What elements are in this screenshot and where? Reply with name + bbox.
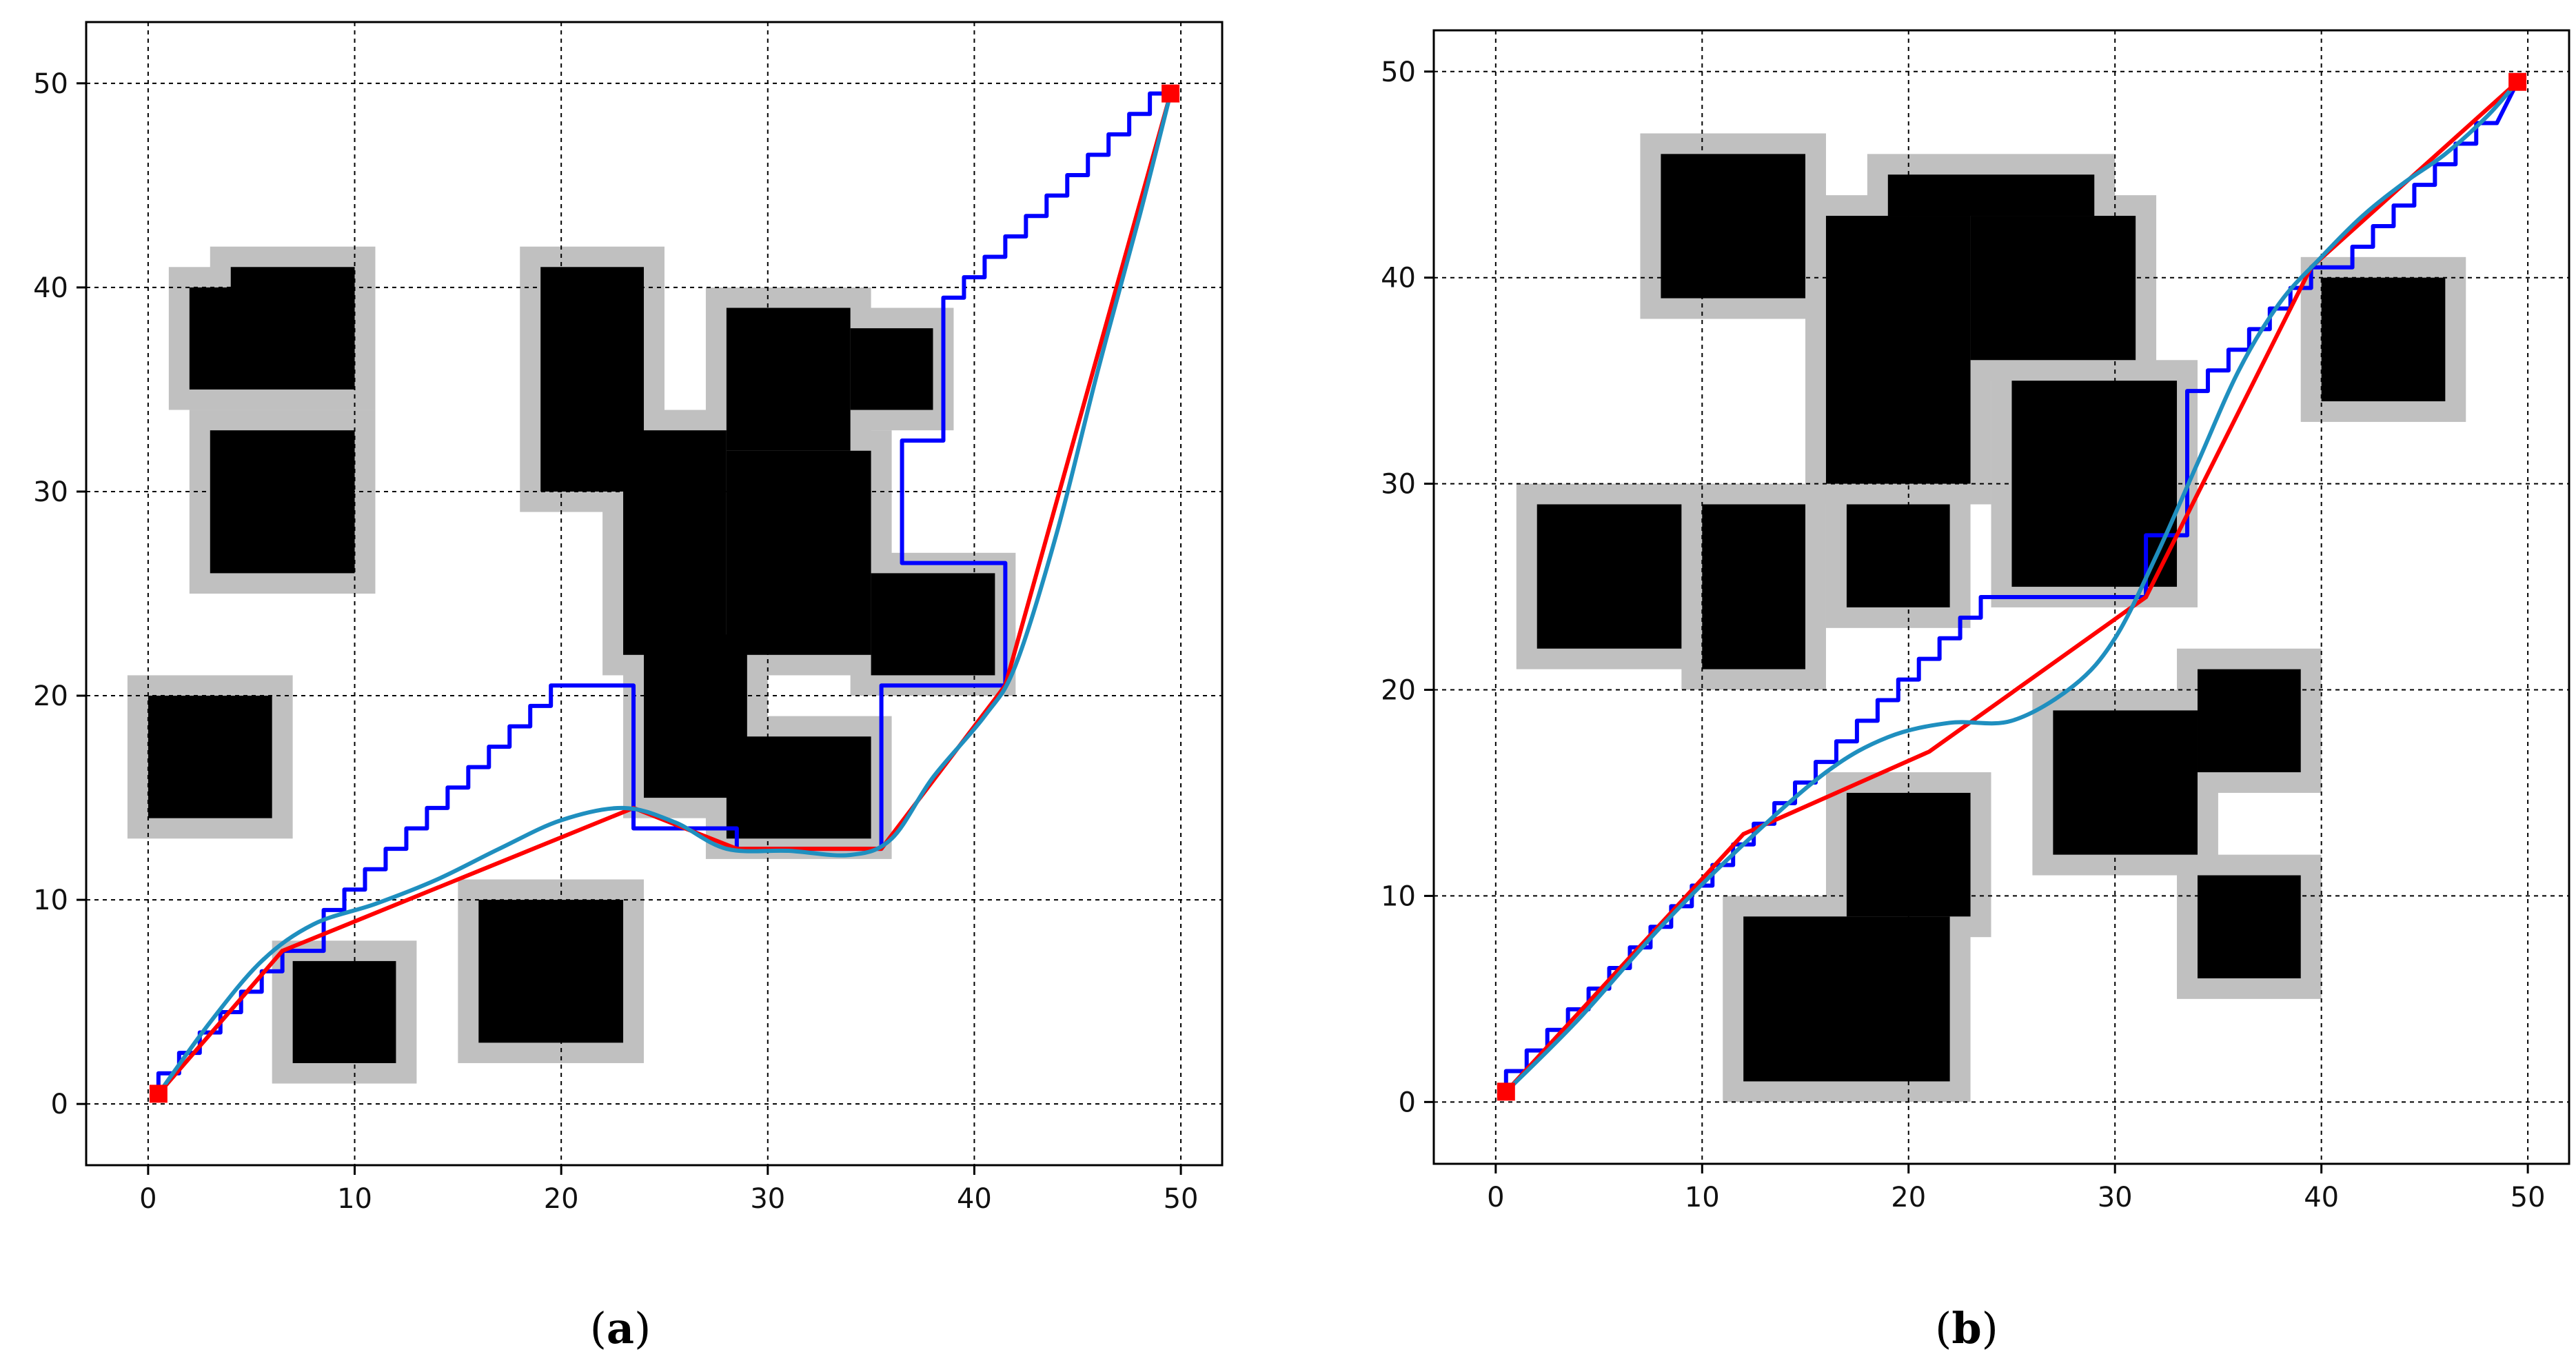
panel-a-x-tick-label: 50 <box>1164 1183 1199 1215</box>
panel-b-y-tick-label: 20 <box>1381 675 1416 707</box>
panel-b-obstacle <box>2197 875 2301 978</box>
panel-b-y-tick-label: 0 <box>1399 1087 1416 1118</box>
panel-b-obstacle <box>1846 504 1950 607</box>
panel-a-smooth-path-line <box>156 92 1173 1096</box>
caption-b-letter: b <box>1951 1303 1981 1353</box>
panel-a-x-tick-label: 10 <box>337 1183 372 1215</box>
panel-b-x-tick-label: 40 <box>2304 1182 2339 1213</box>
panel-a-axes-frame <box>85 21 1224 1167</box>
panel-b-x-tick-label: 20 <box>1891 1182 1926 1213</box>
panel-a-y-tick-label: 40 <box>33 272 68 304</box>
caption-a-letter: a <box>607 1303 634 1353</box>
panel-b-obstacle <box>2011 381 2178 587</box>
panel-a-obstacle <box>189 287 355 390</box>
panel-b: 0 10 20 30 40 50 0 10 20 30 40 50 <box>1381 29 2570 1213</box>
panel-a-obstacle <box>850 328 933 410</box>
panel-a-goal-marker <box>1162 84 1180 103</box>
panel-a-obstacle <box>871 573 995 676</box>
panel-a-obstacle <box>726 450 871 655</box>
panel-b-x-tick-label: 10 <box>1685 1182 1720 1213</box>
panel-a-x-tick-label: 30 <box>750 1183 785 1215</box>
panel-b-obstacle <box>2197 669 2301 773</box>
caption-b-close: ) <box>1982 1303 1998 1353</box>
panel-a-x-tick-label: 20 <box>544 1183 579 1215</box>
panel-a-x-tick-label: 0 <box>139 1183 156 1215</box>
panel-b-y-tick-label: 50 <box>1381 57 1416 88</box>
panel-b-obstacle <box>1825 216 1971 484</box>
panel-a-obstacle <box>726 736 871 839</box>
panel-a-obstacle <box>148 696 272 818</box>
panel-a-grid-path-line <box>156 91 1171 1094</box>
caption-a-open: ( <box>590 1303 607 1353</box>
panel-b-y-tick-label: 40 <box>1381 263 1416 294</box>
panel-b-y-tick-label: 30 <box>1381 469 1416 501</box>
panel-b-start-marker <box>1497 1082 1515 1101</box>
panel-a-y-tick-label: 50 <box>33 68 68 100</box>
caption-a-close: ) <box>634 1303 651 1353</box>
panel-b-obstacle <box>1970 216 2136 361</box>
panel-a-start-marker <box>149 1085 168 1103</box>
panel-b-obstacle <box>2321 277 2446 402</box>
panel-b-y-tick-label: 10 <box>1381 880 1416 912</box>
panel-b-goal-marker <box>2508 72 2527 91</box>
panel-a-y-tick-label: 30 <box>33 476 68 508</box>
panel-a-obstacle <box>623 430 727 655</box>
caption-b: (b) <box>1935 1303 1998 1353</box>
caption-a: (a) <box>590 1303 651 1353</box>
panel-b-obstacle <box>1661 154 1806 299</box>
panel-b-obstacle <box>1743 916 1950 1082</box>
panel-b-obstacle <box>1537 504 1682 649</box>
caption-b-open: ( <box>1935 1303 1951 1353</box>
panel-a-obstacle <box>478 900 624 1043</box>
panel-a-y-tick-label: 0 <box>51 1089 68 1120</box>
panel-b-x-tick-label: 0 <box>1487 1182 1504 1213</box>
panel-b-axes-frame <box>1432 29 2570 1165</box>
panel-a-obstacle <box>726 308 851 451</box>
panel-b-obstacle <box>1887 174 2095 216</box>
panel-b-obstacle <box>2053 710 2198 855</box>
panel-b-obstacle <box>1702 504 1806 669</box>
panel-a-obstacle <box>210 430 355 574</box>
panel-a-y-tick-label: 10 <box>33 885 68 916</box>
panel-b-straight-path-line <box>1504 80 2519 1093</box>
panel-b-x-tick-label: 50 <box>2511 1182 2546 1213</box>
panel-a-obstacle <box>230 267 355 298</box>
panel-a-obstacle <box>292 960 396 1063</box>
panel-b-x-tick-label: 30 <box>2098 1182 2133 1213</box>
panel-a-x-tick-label: 40 <box>957 1183 992 1215</box>
panel-a: 0 10 20 30 40 50 0 10 20 30 40 50 <box>33 21 1224 1215</box>
panel-b-smooth-path-line <box>1504 80 2519 1093</box>
panel-a-y-tick-label: 20 <box>33 680 68 712</box>
